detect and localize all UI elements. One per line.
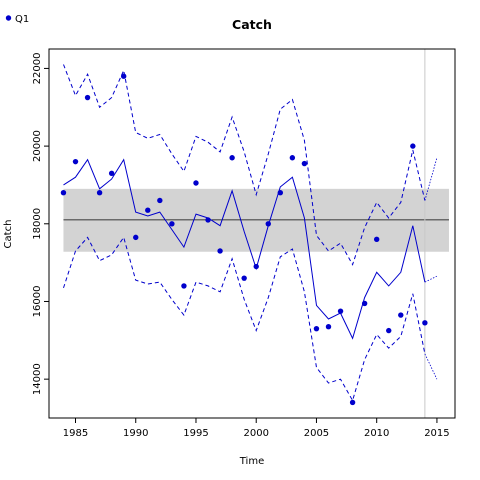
x-tick-label: 2000	[243, 428, 268, 439]
fit-line	[63, 158, 426, 340]
data-point	[84, 94, 91, 101]
data-point	[398, 312, 404, 318]
data-point	[181, 283, 187, 289]
data-point	[193, 180, 199, 186]
legend-marker-q1	[5, 15, 12, 21]
data-point	[301, 160, 308, 167]
x-tick-label: 1995	[183, 428, 208, 439]
plot-frame	[48, 48, 456, 419]
y-tick-label: 16000	[32, 286, 43, 318]
data-point	[349, 399, 356, 406]
data-point	[145, 207, 151, 213]
axes: 1985 1990 1995 2000 2005 2010 2015 14000 16000 18…	[32, 48, 456, 439]
y-tick-label: 20000	[32, 130, 43, 162]
data-point	[157, 197, 163, 204]
data-point	[217, 248, 223, 254]
data-point	[361, 300, 368, 307]
chart-title: Catch	[232, 17, 272, 32]
data-point	[241, 275, 247, 281]
data-point	[96, 190, 103, 196]
data-point	[60, 190, 67, 196]
data-point	[422, 320, 428, 326]
x-tick-label: 2010	[364, 428, 389, 439]
data-point	[72, 158, 79, 165]
x-axis-title: Time	[239, 456, 264, 467]
data-point	[265, 221, 271, 227]
fit-lower-bound	[63, 236, 426, 402]
legend-label-q1: Q1	[15, 14, 29, 25]
plot-area	[60, 49, 449, 418]
data-point	[325, 324, 332, 330]
x-tick-label: 2005	[304, 428, 329, 439]
data-point	[337, 308, 344, 314]
data-point	[410, 143, 416, 149]
x-tick-label: 2015	[424, 428, 449, 439]
data-point	[133, 234, 139, 241]
projection-upper-bound	[424, 157, 438, 201]
legend: Q1	[5, 14, 29, 25]
x-tick-label: 1990	[123, 428, 148, 439]
data-point	[289, 155, 296, 161]
y-tick-label: 22000	[32, 53, 43, 85]
data-point	[277, 190, 284, 196]
y-axis-title: Catch	[3, 220, 14, 249]
data-point	[373, 236, 380, 243]
data-point	[229, 155, 235, 161]
data-point	[205, 217, 211, 223]
data-point	[386, 327, 392, 334]
x-tick-label: 1985	[63, 428, 88, 439]
y-tick-label: 18000	[32, 208, 43, 240]
data-point	[313, 325, 320, 332]
data-point	[253, 263, 259, 270]
projection-lower-bound	[424, 353, 438, 380]
data-point	[169, 221, 175, 227]
data-point	[120, 73, 127, 79]
projection-line	[424, 275, 438, 283]
data-point	[108, 170, 115, 176]
y-tick-label: 14000	[32, 363, 43, 395]
